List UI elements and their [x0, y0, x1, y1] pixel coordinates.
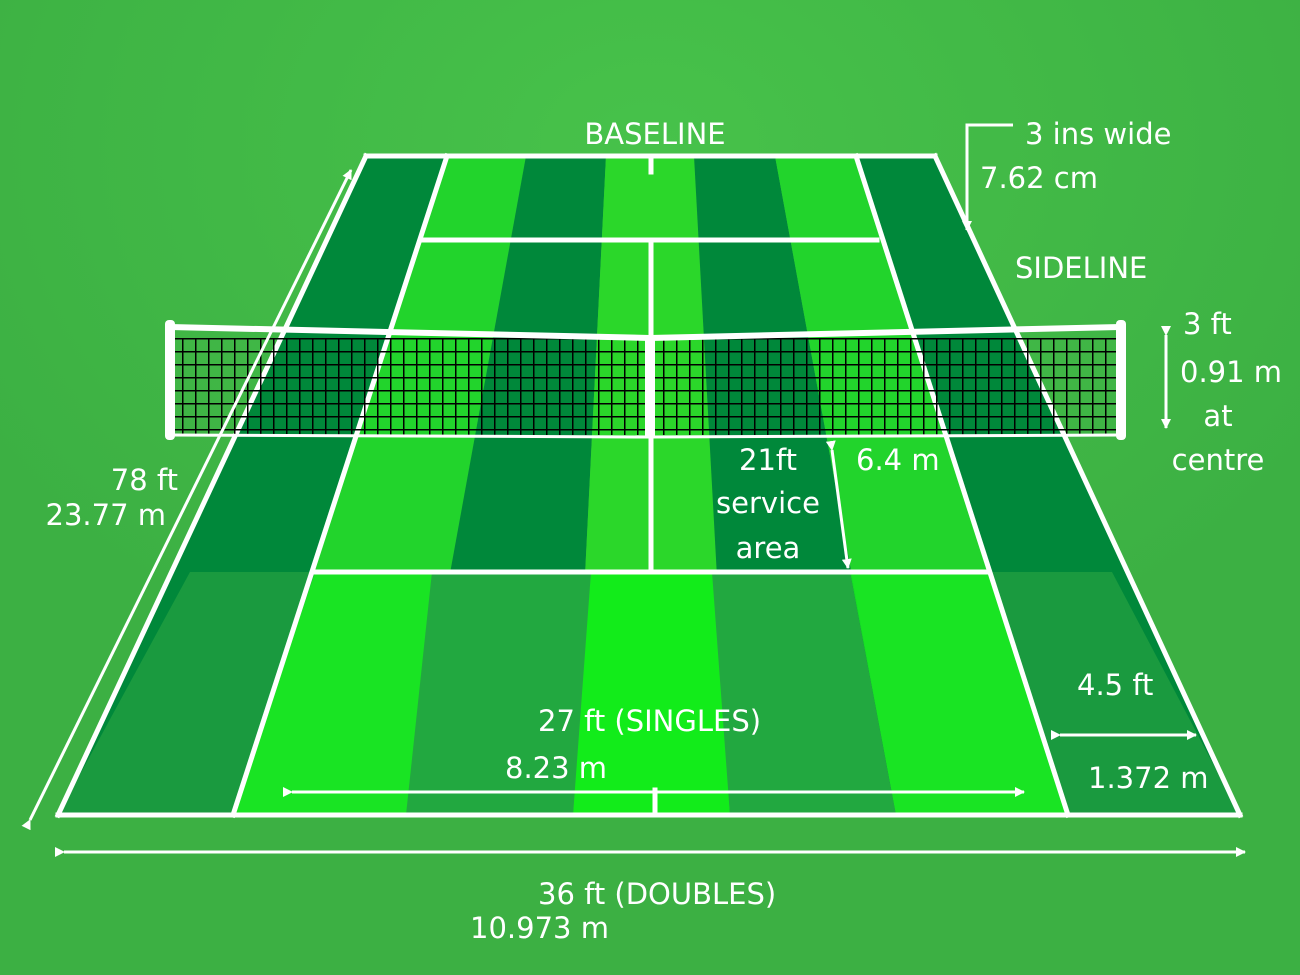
front-zone-dark-2: [712, 572, 896, 815]
singles-sideline-right: [852, 152, 1072, 819]
net: [165, 320, 1126, 440]
front-zone-dark-1: [406, 572, 591, 815]
net-post-right: [1116, 320, 1126, 440]
line-width-metric-label: 7.62 cm: [980, 161, 1098, 195]
alley-imperial-label: 4.5 ft: [1077, 668, 1154, 702]
doubles-metric-label: 10.973 m: [470, 911, 609, 945]
baseline-label: BASELINE: [584, 117, 726, 151]
dimension-arrows: [21, 123, 1246, 857]
net-post-left: [165, 320, 175, 440]
line-width-imperial-label: 3 ins wide: [1025, 117, 1172, 151]
net-height-note-centre: centre: [1171, 443, 1265, 477]
service-depth-arrow: [825, 440, 852, 569]
front-zone-bright-2: [573, 572, 730, 815]
service-note-service: service: [716, 486, 820, 520]
service-imperial-label: 21ft: [739, 443, 797, 477]
length-imperial-label: 78 ft: [110, 463, 178, 497]
line-width-pointer: [962, 123, 1013, 231]
court-stripes: [58, 156, 1240, 815]
length-arrow: [21, 169, 353, 831]
net-top-band-right: [649, 324, 1121, 341]
singles-imperial-label: 27 ft (SINGLES): [538, 704, 762, 738]
alley-metric-label: 1.372 m: [1088, 761, 1209, 795]
service-note-area: area: [735, 531, 801, 565]
doubles-imperial-label: 36 ft (DOUBLES): [538, 877, 777, 911]
sideline-label: SIDELINE: [1015, 251, 1148, 285]
net-height-metric-label: 0.91 m: [1180, 355, 1283, 389]
service-metric-label: 6.4 m: [856, 443, 940, 477]
net-centre-strap: [645, 336, 655, 438]
net-height-note-at: at: [1203, 399, 1233, 433]
singles-metric-label: 8.23 m: [505, 751, 608, 785]
length-metric-label: 23.77 m: [45, 498, 167, 532]
net-height-imperial-label: 3 ft: [1183, 307, 1232, 341]
doubles-sideline-right: [931, 152, 1244, 819]
net-bottom-right: [649, 433, 1121, 439]
front-zone-bright-3: [850, 572, 1068, 815]
net-bottom-left: [169, 433, 651, 439]
